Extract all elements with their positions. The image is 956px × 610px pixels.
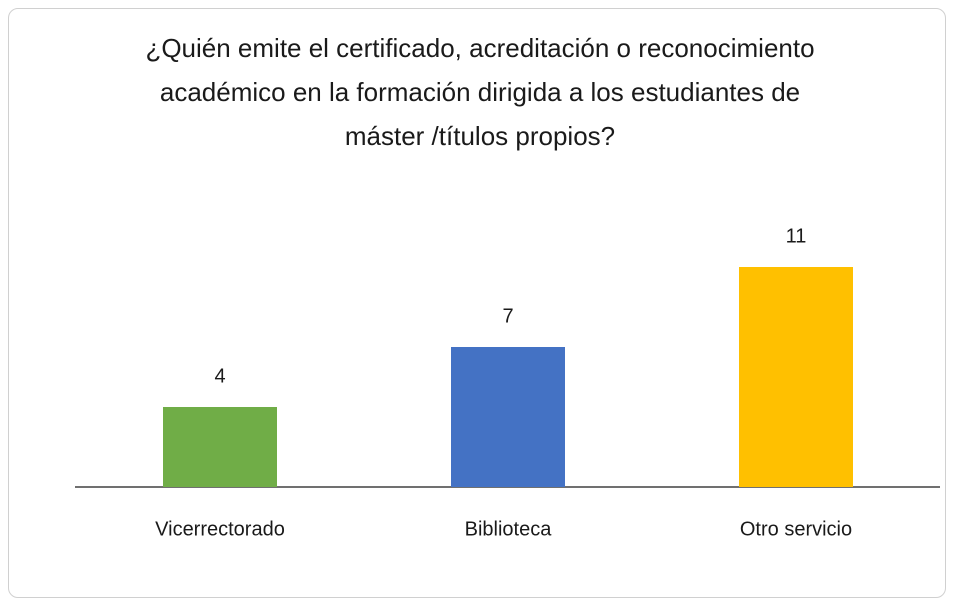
chart-title: ¿Quién emite el certificado, acreditació… [145, 33, 815, 151]
bar [739, 267, 853, 487]
x-tick-label: Otro servicio [740, 518, 852, 540]
chart-frame [8, 8, 946, 598]
data-label: 11 [786, 225, 807, 247]
data-label: 7 [502, 305, 513, 327]
x-tick-label: Biblioteca [465, 518, 553, 540]
x-tick-label: Vicerrectorado [155, 518, 285, 540]
bar [163, 407, 277, 487]
bar [451, 347, 565, 487]
data-label: 4 [214, 365, 225, 387]
